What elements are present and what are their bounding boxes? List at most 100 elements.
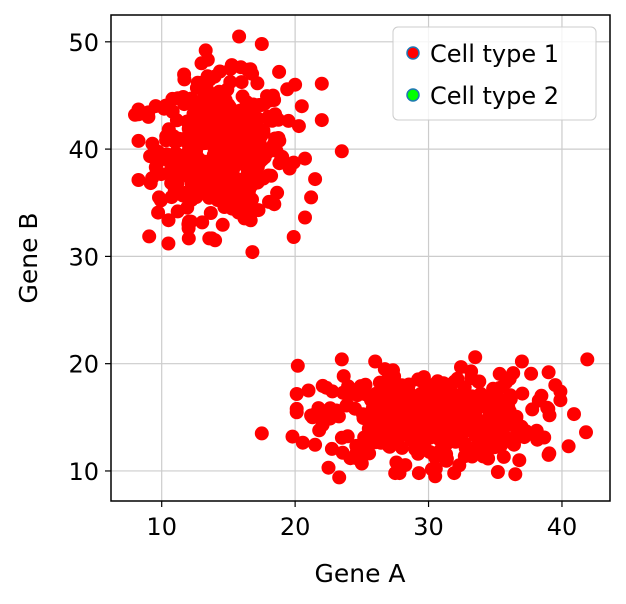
data-point bbox=[378, 377, 393, 391]
data-point bbox=[450, 419, 464, 434]
data-point bbox=[411, 466, 426, 481]
data-point bbox=[161, 236, 176, 251]
data-point bbox=[286, 155, 301, 170]
data-point bbox=[145, 136, 160, 151]
x-tick-label: 10 bbox=[146, 513, 177, 541]
data-point bbox=[270, 185, 285, 200]
data-point bbox=[472, 374, 487, 389]
data-point bbox=[503, 388, 518, 403]
data-point bbox=[245, 116, 260, 131]
data-point bbox=[256, 126, 271, 140]
data-point bbox=[289, 401, 304, 416]
data-point bbox=[314, 76, 329, 91]
data-point bbox=[171, 131, 186, 146]
data-point bbox=[228, 201, 243, 216]
data-point bbox=[356, 411, 371, 426]
data-point bbox=[234, 75, 249, 90]
data-points bbox=[128, 29, 595, 485]
data-point bbox=[348, 401, 362, 416]
data-point bbox=[154, 167, 169, 182]
data-point bbox=[257, 96, 272, 111]
data-point bbox=[294, 99, 309, 114]
x-tick-label: 30 bbox=[413, 513, 444, 541]
data-point bbox=[142, 229, 157, 244]
data-point bbox=[314, 113, 329, 128]
data-point bbox=[334, 352, 349, 367]
y-axis-label: Gene B bbox=[14, 212, 43, 303]
data-point bbox=[246, 204, 261, 219]
data-point bbox=[411, 372, 426, 387]
data-point bbox=[252, 136, 267, 151]
data-point bbox=[343, 451, 358, 466]
data-point bbox=[180, 200, 195, 215]
data-point bbox=[468, 391, 483, 406]
data-point bbox=[427, 388, 442, 403]
data-point bbox=[195, 215, 210, 230]
data-point bbox=[181, 231, 196, 246]
data-point bbox=[250, 76, 265, 91]
data-point bbox=[128, 107, 142, 122]
data-point bbox=[541, 447, 556, 462]
data-point bbox=[403, 396, 418, 411]
data-point bbox=[541, 365, 556, 380]
data-point bbox=[468, 429, 483, 444]
x-axis-label: Gene A bbox=[314, 559, 405, 588]
data-point bbox=[548, 378, 563, 393]
data-point bbox=[395, 440, 409, 455]
data-point bbox=[225, 162, 240, 177]
data-point bbox=[325, 384, 340, 399]
data-point bbox=[400, 427, 415, 442]
data-point bbox=[165, 104, 180, 119]
data-point bbox=[295, 435, 310, 450]
data-point bbox=[441, 380, 456, 394]
data-point bbox=[444, 399, 459, 414]
data-point bbox=[232, 29, 247, 44]
data-point bbox=[487, 440, 502, 455]
data-point bbox=[507, 437, 521, 452]
data-point bbox=[285, 429, 300, 444]
data-point bbox=[354, 456, 369, 471]
data-point bbox=[265, 113, 280, 128]
data-point bbox=[420, 398, 435, 413]
data-point bbox=[218, 106, 233, 121]
data-point bbox=[512, 453, 527, 468]
data-point bbox=[301, 383, 316, 398]
data-point bbox=[321, 460, 336, 475]
data-point bbox=[401, 407, 416, 422]
data-point bbox=[340, 429, 355, 444]
data-point bbox=[151, 205, 166, 220]
data-point bbox=[332, 470, 347, 485]
data-point bbox=[438, 421, 453, 436]
data-point bbox=[223, 75, 238, 89]
data-point bbox=[561, 439, 576, 454]
data-point bbox=[189, 80, 204, 95]
data-point bbox=[186, 122, 201, 137]
data-point bbox=[291, 119, 306, 134]
data-point bbox=[368, 354, 383, 369]
data-point bbox=[491, 396, 506, 411]
data-point bbox=[312, 423, 327, 438]
data-point bbox=[272, 64, 287, 79]
data-point bbox=[288, 77, 303, 92]
data-point bbox=[567, 407, 581, 422]
data-point bbox=[198, 43, 213, 58]
data-point bbox=[525, 426, 540, 441]
data-point bbox=[447, 466, 462, 481]
data-point bbox=[239, 95, 254, 110]
data-point bbox=[524, 366, 539, 381]
data-point bbox=[206, 159, 221, 174]
data-point bbox=[467, 404, 482, 419]
data-point bbox=[460, 444, 475, 459]
data-point bbox=[281, 113, 296, 128]
data-point bbox=[386, 363, 400, 378]
data-point bbox=[184, 91, 199, 106]
data-point bbox=[181, 217, 196, 232]
legend-marker-cell-type-1 bbox=[406, 46, 420, 60]
data-point bbox=[163, 151, 178, 166]
data-point bbox=[390, 400, 405, 415]
data-point bbox=[515, 386, 530, 401]
data-point bbox=[233, 60, 248, 75]
data-point bbox=[579, 425, 593, 440]
data-point bbox=[244, 178, 259, 193]
data-point bbox=[264, 168, 279, 183]
